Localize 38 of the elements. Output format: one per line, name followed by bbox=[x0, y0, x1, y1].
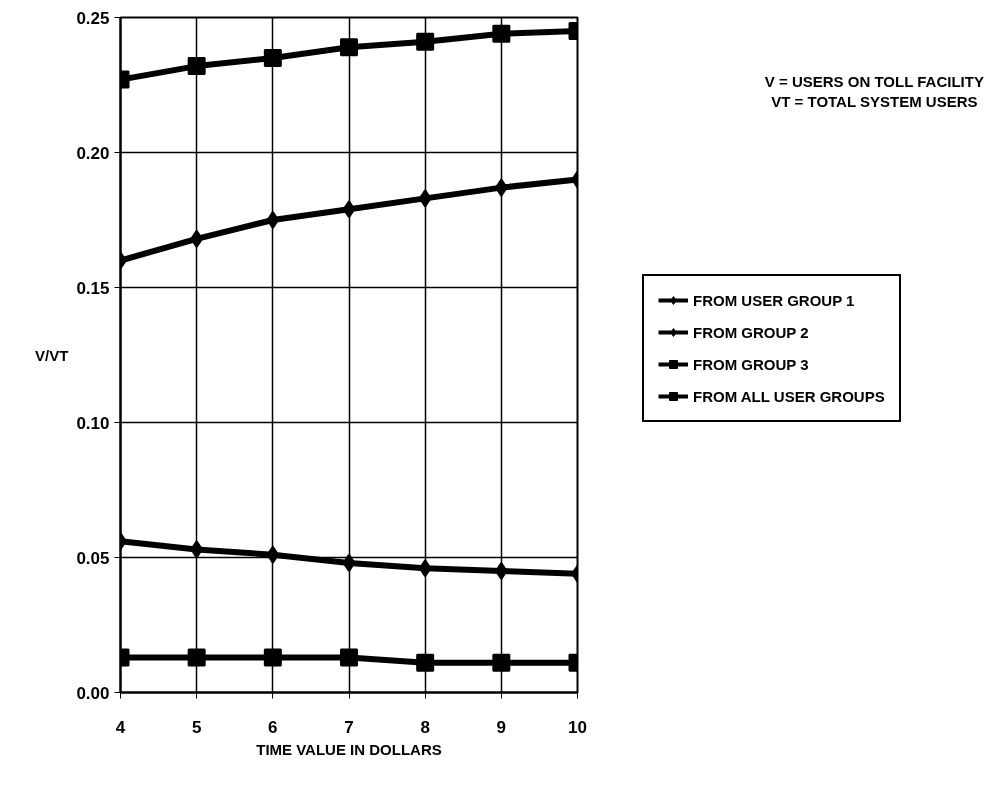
point bbox=[418, 559, 432, 578]
legend-label: FROM GROUP 3 bbox=[693, 355, 809, 373]
y-tick-label: 0.10 bbox=[76, 413, 110, 433]
x-axis-title: TIME VALUE IN DOLLARS bbox=[256, 740, 442, 758]
point bbox=[263, 49, 282, 67]
legend-label: FROM ALL USER GROUPS bbox=[693, 387, 885, 405]
point bbox=[340, 648, 358, 667]
text: V = USERS ON TOLL FACILITY bbox=[764, 73, 984, 91]
x-tick-label: 10 bbox=[568, 717, 587, 737]
point bbox=[418, 189, 432, 208]
x-tick-label: 9 bbox=[496, 717, 507, 737]
point bbox=[340, 38, 358, 57]
point bbox=[342, 200, 356, 219]
point bbox=[266, 545, 280, 564]
point bbox=[342, 553, 356, 572]
point bbox=[187, 648, 206, 667]
legend-label: FROM GROUP 2 bbox=[693, 323, 809, 341]
y-tick-label: 0.15 bbox=[76, 278, 110, 298]
y-tick-label: 0.00 bbox=[76, 683, 110, 703]
point bbox=[492, 653, 511, 672]
point bbox=[492, 24, 511, 43]
point bbox=[266, 211, 280, 229]
point bbox=[416, 32, 435, 51]
x-tick-label: 5 bbox=[191, 717, 202, 737]
text: VT = TOTAL SYSTEM USERS bbox=[771, 93, 978, 111]
point bbox=[416, 653, 435, 672]
x-tick-label: 4 bbox=[115, 717, 126, 737]
x-tick-label: 7 bbox=[344, 717, 354, 737]
y-tick-label: 0.05 bbox=[76, 548, 110, 568]
y-tick-label: 0.20 bbox=[76, 143, 110, 163]
x-tick-label: 8 bbox=[420, 717, 430, 737]
y-tick-label: 0.25 bbox=[76, 8, 110, 28]
legend-label: FROM USER GROUP 1 bbox=[693, 291, 855, 309]
point bbox=[263, 648, 282, 667]
y-axis-title: V/VT bbox=[35, 346, 69, 364]
point bbox=[187, 57, 206, 76]
x-tick-label: 6 bbox=[268, 717, 278, 737]
point bbox=[495, 562, 508, 580]
